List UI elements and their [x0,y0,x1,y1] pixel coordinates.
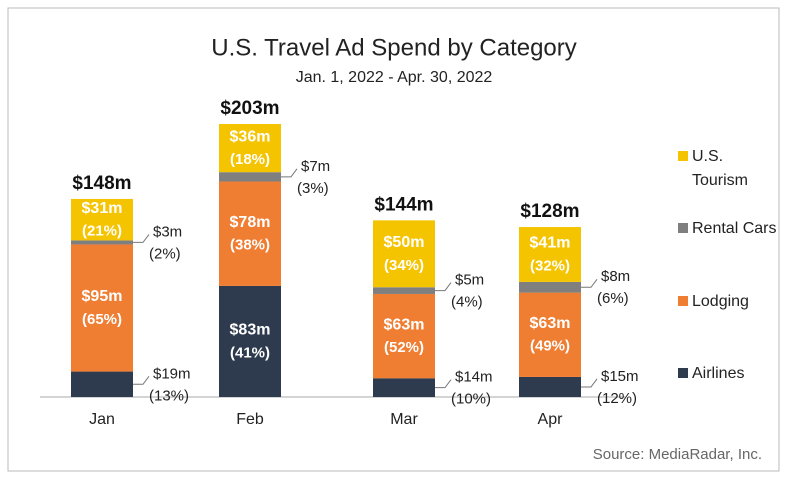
legend-label: Rental Cars [692,220,777,237]
percent-label: (10%) [451,391,491,408]
bar-segment [519,281,581,293]
percent-label: (18%) [230,151,270,168]
x-tick-label: Apr [538,411,564,428]
value-label: $8m [601,268,630,285]
x-tick-label: Mar [390,411,418,428]
bar-segment [373,220,435,288]
x-tick-label: Jan [89,411,115,428]
legend-label: Lodging [692,293,749,310]
bar-segment [71,240,133,245]
leader-line [581,378,598,388]
percent-label: (13%) [149,387,189,404]
legend-swatch [678,368,688,378]
percent-label: (34%) [384,257,424,274]
x-tick-label: Feb [236,411,264,428]
bar-segment [373,378,435,397]
value-label: $15m [601,368,639,385]
legend-swatch [678,296,688,306]
value-label: $5m [455,272,484,289]
bar-segment [219,181,281,286]
value-label: $7m [301,158,330,175]
bar-segment [219,285,281,397]
bar-segment [71,198,133,241]
bar-segment [71,371,133,397]
value-label: $95m [82,288,123,305]
value-label: $63m [530,315,571,332]
bar-segment [519,376,581,397]
total-label: $203m [220,98,279,119]
leader-line [435,282,452,292]
leader-line [133,375,150,385]
leader-line [281,168,298,178]
percent-label: (6%) [597,290,629,307]
leader-line [435,379,452,389]
percent-label: (52%) [384,339,424,356]
legend-label: Airlines [692,365,745,382]
value-label: $63m [384,316,425,333]
bar-segment [71,244,133,372]
total-label: $148m [72,173,131,194]
value-label: $83m [230,322,271,339]
legend-label: U.S. Tourism [692,148,749,189]
percent-label: (65%) [82,311,122,328]
total-label: $144m [374,194,433,215]
value-label: $31m [82,200,123,217]
value-label: $50m [384,234,425,251]
bar-segment [519,227,581,282]
bar-segment [219,172,281,182]
legend-swatch [678,151,688,161]
percent-label: (12%) [597,390,637,407]
value-label: $3m [153,223,182,240]
chart-subtitle: Jan. 1, 2022 - Apr. 30, 2022 [296,69,493,86]
percent-label: (21%) [82,223,122,240]
source: Source: MediaRadar, Inc. [593,446,762,463]
bar-segment [373,287,435,294]
percent-label: (3%) [297,180,329,197]
bar-segment [219,124,281,173]
percent-label: (41%) [230,344,270,361]
percent-label: (32%) [530,257,570,274]
total-label: $128m [520,201,579,222]
value-label: $36m [230,128,271,145]
value-label: $19m [153,365,191,382]
chart-title: U.S. Travel Ad Spend by Category [211,34,577,61]
leader-line [133,234,150,243]
percent-label: (49%) [530,338,570,355]
legend-swatch [678,223,688,233]
bar-segment [373,293,435,379]
bar-segment [519,292,581,377]
leader-line [581,278,598,288]
percent-label: (4%) [451,294,483,311]
value-label: $78m [230,214,271,231]
percent-label: (38%) [230,237,270,254]
percent-label: (2%) [149,245,181,262]
value-label: $14m [455,369,493,386]
value-label: $41m [530,235,571,252]
